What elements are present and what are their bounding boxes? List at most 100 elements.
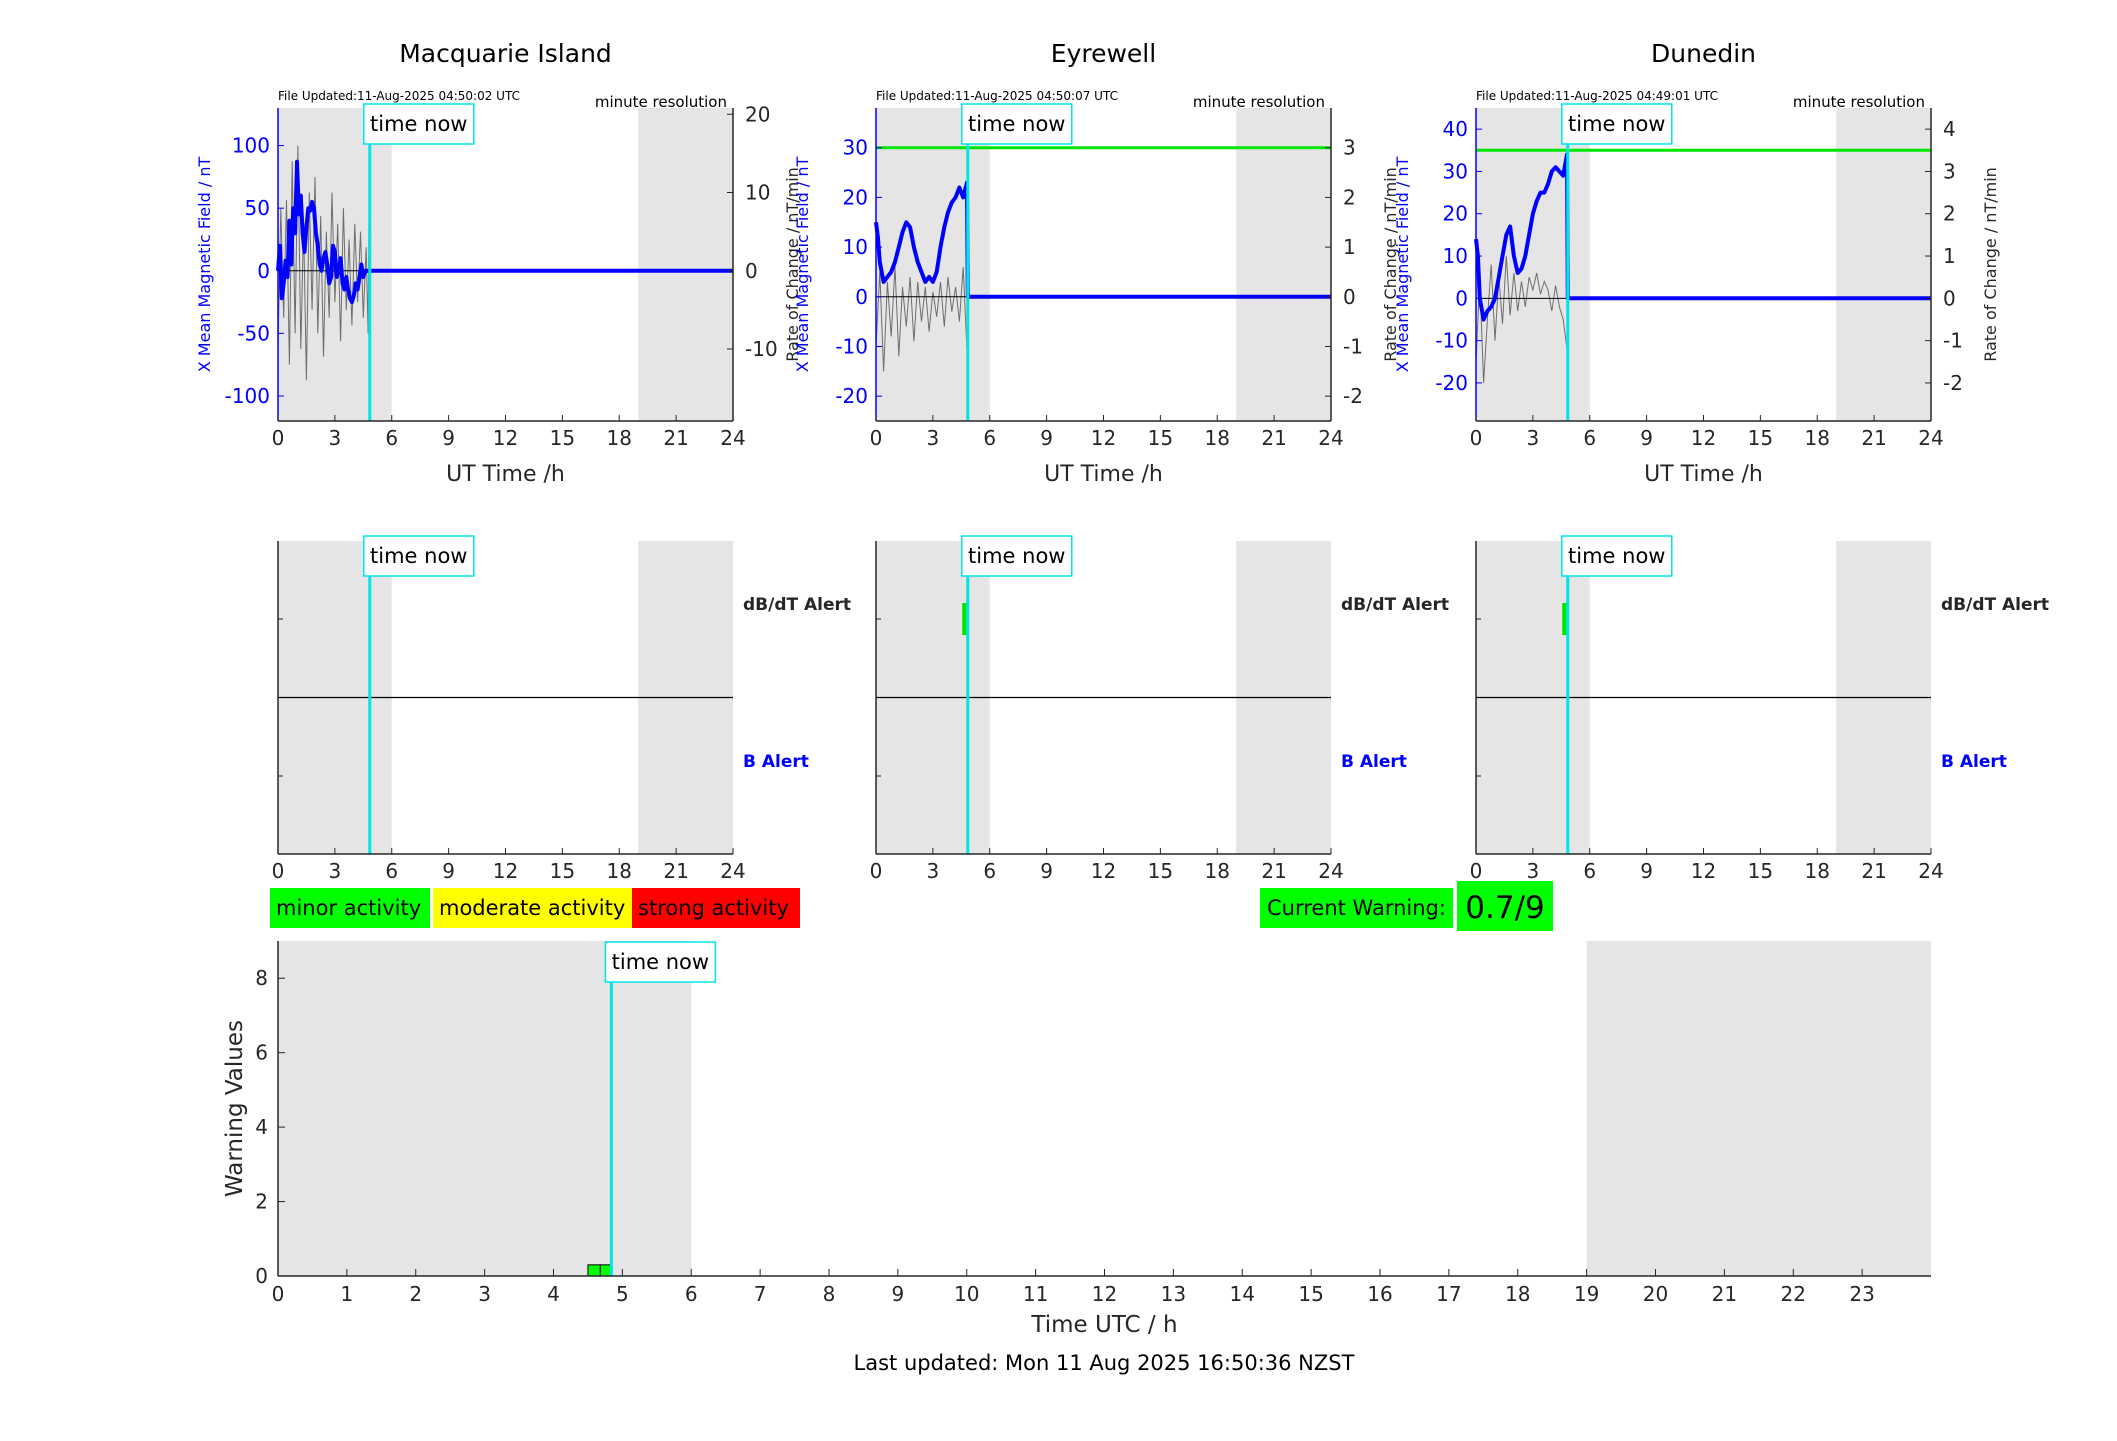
y-tick-label-left: 0 bbox=[855, 285, 868, 309]
dbdt-alert-bar bbox=[962, 603, 968, 635]
strong-activity-swatch bbox=[632, 888, 800, 928]
x-tick-label: 6 bbox=[983, 426, 996, 450]
time-now-label: time now bbox=[1568, 544, 1665, 568]
resolution-label: minute resolution bbox=[1793, 93, 1925, 111]
y-axis-label-right: Rate of Change / nT/min bbox=[783, 167, 802, 362]
x-tick-label: 3 bbox=[927, 859, 940, 883]
b-alert-label: B Alert bbox=[1341, 752, 1407, 772]
x-tick-label: 21 bbox=[1712, 1282, 1737, 1306]
x-tick-label: 24 bbox=[1918, 426, 1943, 450]
time-now-box bbox=[363, 103, 475, 145]
time-now-label: time now bbox=[1568, 112, 1665, 136]
x-tick-label: 8 bbox=[823, 1282, 836, 1306]
b-alert-label: B Alert bbox=[743, 752, 809, 772]
y-tick-label-left: -20 bbox=[835, 384, 868, 408]
x-tick-label: 12 bbox=[1691, 426, 1716, 450]
resolution-label: minute resolution bbox=[595, 93, 727, 111]
y-tick-label-left: 10 bbox=[1443, 244, 1468, 268]
dbdt-alert-label: dB/dT Alert bbox=[1341, 595, 1449, 615]
x-tick-label: 3 bbox=[478, 1282, 491, 1306]
x-tick-label: 18 bbox=[607, 859, 632, 883]
station-title: Eyrewell bbox=[1051, 39, 1156, 68]
current-warning-label-box bbox=[1260, 888, 1453, 928]
alert-panel-2: time now 0 3 6 9 12 15 18 21 24 dB/dT Alert B Alert bbox=[1470, 535, 2049, 883]
x-tick-label: 15 bbox=[550, 859, 575, 883]
y-tick-label-right: -2 bbox=[1943, 371, 1963, 395]
time-now-label: time now bbox=[968, 544, 1065, 568]
x-tick-label: 12 bbox=[493, 426, 518, 450]
x-tick-label: 3 bbox=[329, 859, 342, 883]
x-tick-label: 24 bbox=[1318, 859, 1343, 883]
rate-of-change-series bbox=[1475, 255, 1569, 383]
y-tick-label-left: -50 bbox=[237, 321, 270, 345]
y-axis-label-right: Rate of Change / nT/min bbox=[1981, 167, 2000, 362]
y-tick-label-left: 0 bbox=[257, 259, 270, 283]
x-tick-label: 3 bbox=[1527, 426, 1540, 450]
y-axis-label-right: Rate of Change / nT/min bbox=[1381, 167, 1400, 362]
y-tick-label-left: 20 bbox=[1443, 202, 1468, 226]
night-shade bbox=[1476, 108, 1590, 421]
x-tick-label: 6 bbox=[385, 426, 398, 450]
x-tick-label: 15 bbox=[1748, 859, 1773, 883]
time-now-box bbox=[1561, 103, 1673, 145]
y-tick-label-left: 100 bbox=[232, 134, 270, 158]
x-tick-label: 0 bbox=[870, 426, 883, 450]
x-tick-label: 21 bbox=[663, 426, 688, 450]
x-tick-label: 6 bbox=[1583, 859, 1596, 883]
x-tick-label: 20 bbox=[1643, 1282, 1668, 1306]
x-tick-label: 12 bbox=[1091, 426, 1116, 450]
x-tick-label: 0 bbox=[272, 859, 285, 883]
x-tick-label: 24 bbox=[1918, 859, 1943, 883]
x-tick-label: 6 bbox=[983, 859, 996, 883]
x-tick-label: 9 bbox=[1040, 426, 1053, 450]
x-tick-label: 21 bbox=[663, 859, 688, 883]
field-series bbox=[874, 180, 1331, 299]
x-tick-label: 21 bbox=[1261, 859, 1286, 883]
night-shade bbox=[278, 941, 692, 1276]
x-tick-label: 18 bbox=[1205, 859, 1230, 883]
time-now-label: time now bbox=[612, 950, 709, 974]
x-tick-label: 15 bbox=[1148, 426, 1173, 450]
x-tick-label: 0 bbox=[272, 426, 285, 450]
y-tick-label-left: 0 bbox=[1455, 286, 1468, 310]
footer-last-updated: Last updated: Mon 11 Aug 2025 16:50:36 N… bbox=[854, 1351, 1355, 1375]
y-tick-label-right: -1 bbox=[1343, 334, 1363, 358]
alert-panel-1: time now 0 3 6 9 12 15 18 21 24 dB/dT Alert B Alert bbox=[870, 535, 1449, 883]
night-shade bbox=[1836, 108, 1931, 421]
y-tick-label-right: 0 bbox=[1343, 285, 1356, 309]
x-tick-label: 11 bbox=[1023, 1282, 1048, 1306]
y-tick-label-right: -1 bbox=[1943, 329, 1963, 353]
x-tick-label: 13 bbox=[1161, 1282, 1186, 1306]
x-tick-label: 12 bbox=[1092, 1282, 1117, 1306]
y-tick-label-right: -10 bbox=[745, 337, 778, 361]
moderate-activity-label: moderate activity bbox=[439, 896, 625, 920]
y-tick-label-right: 0 bbox=[745, 259, 758, 283]
x-tick-label: 0 bbox=[870, 859, 883, 883]
dbdt-alert-label: dB/dT Alert bbox=[743, 595, 851, 615]
x-tick-label: 15 bbox=[1148, 859, 1173, 883]
x-tick-label: 0 bbox=[1470, 426, 1483, 450]
dbdt-alert-bar bbox=[1562, 603, 1568, 635]
y-tick-label-left: 30 bbox=[843, 136, 868, 160]
y-tick-label-right: -2 bbox=[1343, 384, 1363, 408]
x-axis-label: Time UTC / h bbox=[1030, 1312, 1177, 1338]
x-tick-label: 21 bbox=[1861, 859, 1886, 883]
station-title: Dunedin bbox=[1651, 39, 1756, 68]
x-tick-label: 24 bbox=[720, 859, 745, 883]
x-tick-label: 12 bbox=[493, 859, 518, 883]
alert-panel-0: time now 0 3 6 9 12 15 18 21 24 dB/dT Alert B Alert bbox=[272, 535, 851, 883]
x-tick-label: 23 bbox=[1849, 1282, 1874, 1306]
x-tick-label: 24 bbox=[720, 426, 745, 450]
x-tick-label: 21 bbox=[1261, 426, 1286, 450]
x-tick-label: 22 bbox=[1781, 1282, 1806, 1306]
x-tick-label: 12 bbox=[1691, 859, 1716, 883]
activity-legend: minor activity moderate activity strong ac… bbox=[270, 881, 1553, 931]
resolution-label: minute resolution bbox=[1193, 93, 1325, 111]
x-tick-label: 6 bbox=[685, 1282, 698, 1306]
y-tick-label-left: -20 bbox=[1435, 371, 1468, 395]
x-tick-label: 3 bbox=[927, 426, 940, 450]
